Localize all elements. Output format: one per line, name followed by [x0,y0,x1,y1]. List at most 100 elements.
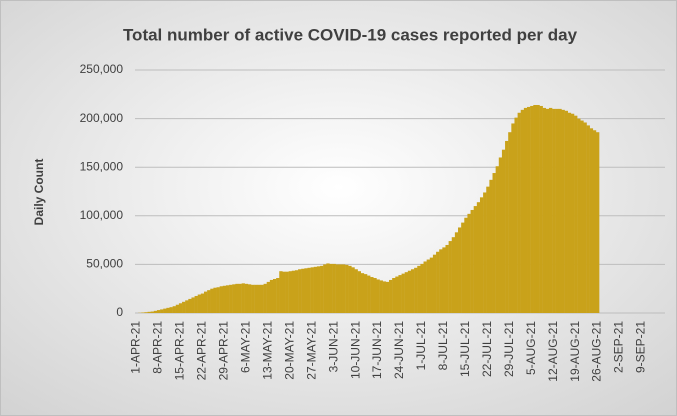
bar [574,115,578,314]
bar [304,268,308,313]
bar [382,281,387,313]
x-tick-label: 22-JUL-21 [480,321,494,377]
bar [442,247,446,313]
bar [561,109,565,314]
bar [185,300,189,313]
bar [197,294,202,313]
bar [404,272,409,313]
bar [520,109,525,314]
bar [363,274,368,313]
bar [291,270,296,313]
bar [370,277,374,313]
bar [326,263,330,313]
bar [558,108,562,313]
bar [298,269,302,313]
bar [458,227,462,313]
bar [232,284,236,313]
bar [360,273,365,313]
x-tick-label: 1-JUL-21 [414,321,428,371]
bar [508,132,512,313]
bar [329,263,333,313]
bar [401,273,405,313]
x-tick-label: 22-APR-21 [195,321,209,381]
bar [229,284,233,313]
x-tick-label: 15-APR-21 [173,321,187,381]
bar [160,309,164,313]
x-tick-label: 6-MAY-21 [239,321,253,373]
bar [470,209,474,313]
bar [235,283,239,313]
y-tick-label: 150,000 [80,159,124,173]
bar [175,304,180,313]
y-tick-label: 250,000 [80,62,124,76]
bar [495,166,499,313]
bar [417,265,421,313]
bar [542,107,547,314]
bar [414,267,418,313]
bar [285,271,289,313]
bar [501,149,506,313]
bar [147,311,151,313]
bar [530,105,534,314]
bar [445,244,449,313]
bar [354,269,358,313]
bar [191,297,195,313]
x-tick-label: 5-AUG-21 [524,321,538,375]
bar [426,259,430,313]
bar [479,197,484,313]
bar [517,112,521,313]
bar [316,266,321,313]
bar [492,173,496,313]
y-tick-label: 200,000 [80,111,124,125]
bar [420,263,424,313]
bar [254,284,258,313]
bar [395,276,399,313]
bar [596,132,600,313]
bar [172,306,176,313]
bar [357,271,361,313]
bar [332,263,336,313]
y-axis-title: Daily Count [32,159,46,226]
bar [567,112,572,313]
bar [467,213,471,313]
bar [194,295,198,313]
bar [310,267,314,313]
chart-title: Total number of active COVID-19 cases re… [123,25,578,44]
bar [476,202,481,313]
bar [219,286,224,313]
bar [429,257,434,313]
x-tick-label: 26-AUG-21 [590,321,604,382]
bar [555,108,559,313]
bar [153,310,158,313]
bar [536,104,540,313]
bar [448,241,452,313]
bar [586,125,590,314]
bar [213,287,217,313]
x-tick-label: 3-JUN-21 [326,321,340,373]
bar [432,254,437,313]
bar [338,264,343,313]
bar [269,279,274,313]
x-tick-label: 9-SEP-21 [634,321,648,373]
bar [483,192,487,313]
bar [166,307,170,313]
bar [592,130,597,313]
bar [527,106,531,313]
bar [222,285,227,313]
bar [345,264,349,313]
bar [251,284,255,313]
bar [188,298,192,313]
bar [279,271,283,313]
bar [589,128,594,313]
bar [244,283,249,313]
bar [505,140,509,313]
bar [389,279,393,313]
bar [407,270,412,313]
bar [307,267,311,313]
bar [564,110,568,313]
bar [511,123,515,314]
x-tick-label: 29-APR-21 [217,321,231,381]
bar [257,284,261,313]
bar [163,308,167,313]
